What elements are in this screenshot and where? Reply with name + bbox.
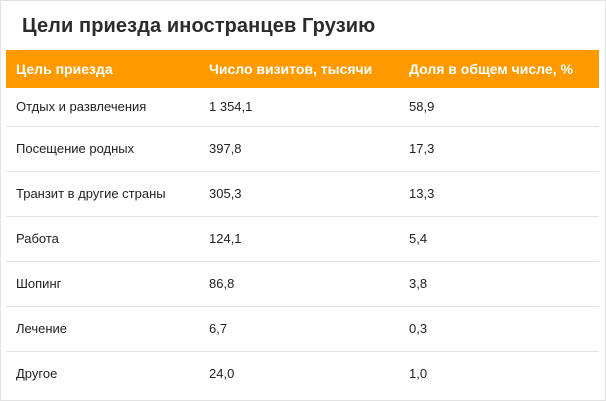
- table-row: Другое 24,0 1,0: [6, 351, 599, 396]
- table-row: Посещение родных 397,8 17,3: [6, 126, 599, 172]
- cell-visits: 397,8: [199, 126, 399, 172]
- table-row: Работа 124,1 5,4: [6, 216, 599, 262]
- table-row: Транзит в другие страны 305,3 13,3: [6, 171, 599, 217]
- cell-purpose: Лечение: [6, 306, 199, 352]
- column-header-share: Доля в общем числе, %: [409, 61, 573, 77]
- column-header-purpose: Цель приезда: [16, 61, 113, 77]
- cell-visits: 24,0: [209, 366, 235, 382]
- cell-share: 17,3: [399, 126, 599, 172]
- visit-purposes-table: Цель приезда Число визитов, тысячи Доля …: [6, 50, 599, 396]
- cell-visits: 305,3: [199, 171, 399, 217]
- cell-share: 1,0: [409, 366, 428, 382]
- header-row: Цель приезда Число визитов, тысячи Доля …: [6, 50, 599, 88]
- cell-share: 3,8: [399, 261, 599, 307]
- cell-visits: 6,7: [199, 306, 399, 352]
- cell-purpose: Отдых и развлечения: [6, 88, 199, 127]
- cell-purpose: Шопинг: [6, 261, 199, 307]
- cell-share: 58,9: [399, 88, 599, 127]
- cell-purpose: Посещение родных: [6, 126, 199, 172]
- cell-share: 0,3: [399, 306, 599, 352]
- cell-purpose: Транзит в другие страны: [6, 171, 199, 217]
- cell-visits: 124,1: [199, 216, 399, 262]
- cell-purpose: Работа: [6, 216, 199, 262]
- table-body: Отдых и развлечения 1 354,1 58,9 Посещен…: [6, 88, 599, 396]
- cell-purpose: Другое: [16, 366, 58, 382]
- table-row: Шопинг 86,8 3,8: [6, 261, 599, 307]
- table-header: Цель приезда Число визитов, тысячи Доля …: [6, 50, 599, 88]
- table-row: Лечение 6,7 0,3: [6, 306, 599, 352]
- cell-visits: 86,8: [199, 261, 399, 307]
- cell-visits: 1 354,1: [199, 88, 399, 127]
- column-header-visits: Число визитов, тысячи: [209, 61, 373, 77]
- table-title: Цели приезда иностранцев Грузию: [22, 15, 376, 37]
- cell-share: 13,3: [399, 171, 599, 217]
- cell-share: 5,4: [399, 216, 599, 262]
- table-row: Отдых и развлечения 1 354,1 58,9: [6, 88, 599, 127]
